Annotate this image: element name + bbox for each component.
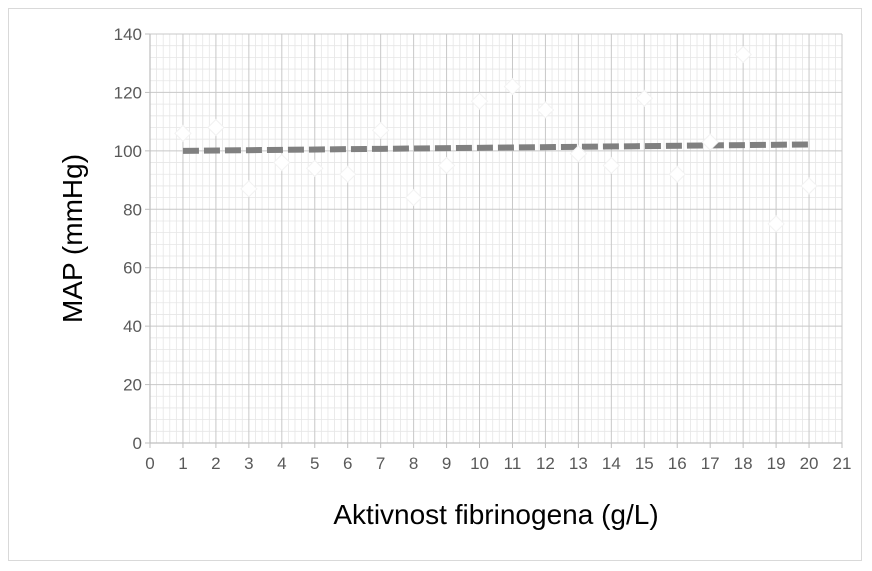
data-point [371,121,390,140]
data-point [701,133,719,151]
data-point [734,45,752,64]
x-axis-title: Aktivnost fibrinogena (g/L) [333,499,658,530]
x-tick-label: 19 [767,454,786,473]
tick-labels: 0 1 2 3 4 5 6 7 8 9 10 11 12 13 14 15 16 17 18 19 20 21020406… [114,25,852,473]
x-tick-label: 9 [442,454,451,473]
data-point [635,89,653,107]
data-points [174,45,818,233]
x-tick-label: 15 [635,454,654,473]
y-tick-label: 60 [123,259,142,278]
data-point [800,177,818,195]
x-tick-label: 13 [569,454,588,473]
x-tick-label: 8 [409,454,418,473]
x-tick-label: 14 [602,454,621,473]
x-tick-label: 17 [701,454,720,473]
x-tick-label: 1 [178,454,187,473]
minor-gridlines [150,34,842,443]
data-point [569,145,588,163]
x-tick-label: 4 [277,454,286,473]
x-tick-label: 3 [244,454,253,473]
data-point [240,180,258,198]
data-point [470,92,489,110]
data-point [503,77,522,96]
x-tick-label: 11 [504,454,522,473]
data-point [767,215,785,233]
y-tick-label: 40 [123,317,142,336]
y-tick-label: 80 [123,200,142,219]
y-tick-label: 20 [123,376,142,395]
axes [145,33,843,448]
data-point [437,156,456,175]
x-tick-label: 18 [734,454,753,473]
major-gridlines [149,33,843,444]
x-tick-label: 7 [376,454,385,473]
data-point [207,118,225,137]
x-tick-label: 16 [668,454,687,473]
y-tick-label: 0 [133,434,142,453]
data-point [174,124,192,143]
data-point [404,188,423,207]
y-tick-label: 120 [114,83,142,102]
y-axis-title: MAP (mmHg) [57,154,88,323]
x-tick-label: 6 [343,454,352,473]
y-tick-label: 140 [114,25,142,44]
x-tick-label: 5 [310,454,319,473]
x-tick-label: 0 [145,454,154,473]
y-tick-label: 100 [114,142,142,161]
data-point [536,101,555,119]
data-point [273,153,291,172]
data-point [668,165,686,183]
data-point [602,156,621,175]
x-tick-label: 20 [800,454,819,473]
data-point [339,165,357,183]
x-tick-label: 21 [833,454,852,473]
data-point [306,159,324,178]
x-tick-label: 12 [536,454,555,473]
x-tick-label: 2 [211,454,220,473]
x-tick-label: 10 [470,454,489,473]
